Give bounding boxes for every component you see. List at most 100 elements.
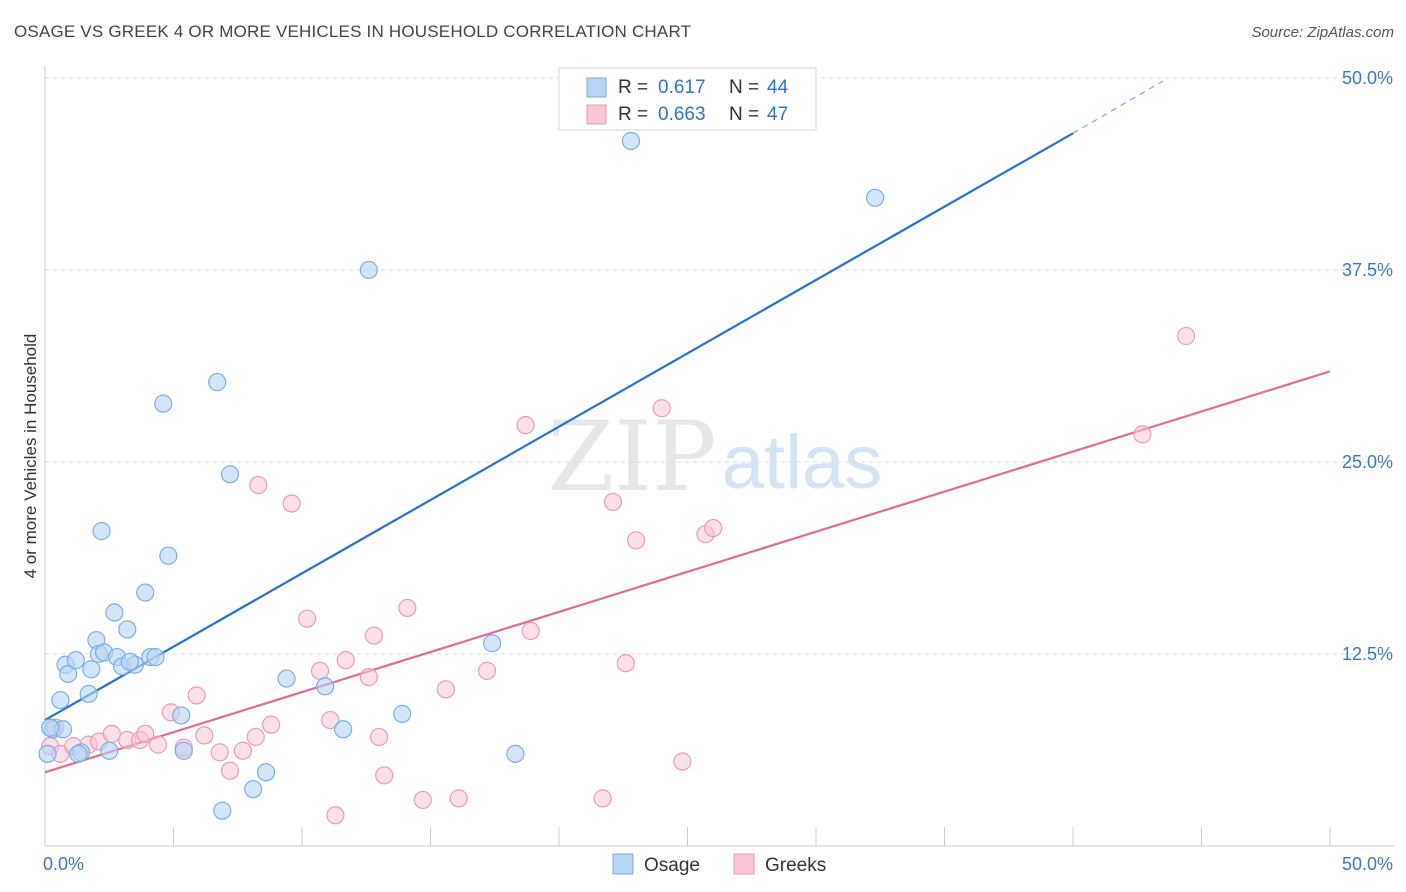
greeks-point-41 xyxy=(626,531,646,550)
greeks-point-21 xyxy=(282,494,301,513)
osage-point-36 xyxy=(483,634,502,653)
greeks-point-46 xyxy=(1176,326,1196,346)
chart-source: Source: ZipAtlas.com xyxy=(1251,24,1394,41)
greeks-point-28 xyxy=(364,626,384,645)
greeks-point-9 xyxy=(136,724,155,743)
greeks-point-30 xyxy=(375,766,394,785)
legend-n-label-osage: N = xyxy=(729,77,759,98)
osage-point-0 xyxy=(38,744,57,763)
greeks-point-6 xyxy=(102,724,121,743)
osage-point-21 xyxy=(146,647,165,667)
legend-n-label-greeks: N = xyxy=(729,104,759,125)
greeks-point-25 xyxy=(326,806,345,825)
y-tick-label-3: 50.0% xyxy=(1342,68,1393,88)
greeks-point-19 xyxy=(249,475,268,495)
greeks-point-14 xyxy=(195,726,214,745)
axes xyxy=(44,66,1394,847)
greeks-point-36 xyxy=(516,416,535,435)
osage-point-37 xyxy=(506,744,525,763)
trend-lines xyxy=(44,80,1331,774)
legend-swatch-osage xyxy=(586,77,607,98)
greeks-point-22 xyxy=(298,609,317,628)
osage-point-14 xyxy=(105,603,124,622)
osage-point-2 xyxy=(51,690,70,710)
osage-point-35 xyxy=(393,704,412,724)
osage-point-26 xyxy=(208,373,227,392)
bottom-legend-label-osage: Osage xyxy=(644,855,700,876)
osage-point-38 xyxy=(621,131,641,151)
osage-point-5 xyxy=(59,664,78,684)
greeks-point-32 xyxy=(413,790,432,810)
greeks-point-10 xyxy=(148,735,168,754)
osage-point-42 xyxy=(120,652,139,671)
legend-r-value-greeks: 0.663 xyxy=(658,104,706,125)
greeks-point-34 xyxy=(449,789,468,808)
watermark-atlas: atlas xyxy=(722,420,883,505)
greeks-point-13 xyxy=(187,686,206,705)
greeks-point-16 xyxy=(220,761,240,780)
osage-point-31 xyxy=(277,669,296,688)
greeks-point-33 xyxy=(436,680,456,699)
greeks-point-45 xyxy=(704,518,723,538)
x-tick-label-1: 50.0% xyxy=(1342,854,1393,874)
osage-point-33 xyxy=(334,720,353,739)
greeks-point-47 xyxy=(1133,425,1152,444)
greeks-point-18 xyxy=(246,727,265,747)
greeks-points xyxy=(41,326,1196,825)
osage-point-22 xyxy=(154,394,173,413)
legend-r-label-greeks: R = xyxy=(618,104,648,125)
greeks-point-43 xyxy=(673,752,692,771)
osage-point-25 xyxy=(174,741,193,760)
greeks-trend-line xyxy=(44,370,1331,774)
greeks-point-39 xyxy=(603,492,623,512)
greeks-point-17 xyxy=(233,741,252,760)
osage-point-6 xyxy=(66,651,85,670)
greeks-point-27 xyxy=(359,667,378,687)
x-tick-labels: 0.0% 50.0% xyxy=(43,854,1393,874)
greeks-point-42 xyxy=(652,399,671,418)
osage-point-28 xyxy=(220,465,240,484)
osage-point-8 xyxy=(79,684,98,704)
legend-r-value-osage: 0.617 xyxy=(658,77,706,98)
osage-point-29 xyxy=(244,780,263,799)
greeks-point-29 xyxy=(370,727,389,747)
greeks-point-26 xyxy=(336,651,355,670)
y-tick-labels: 12.5% 25.0% 37.5% 50.0% xyxy=(1342,68,1393,664)
greeks-point-37 xyxy=(521,621,540,641)
watermark-zip: ZIP xyxy=(547,401,716,513)
grid-lines xyxy=(45,77,1390,655)
osage-point-13 xyxy=(100,741,119,760)
bottom-legend-label-greeks: Greeks xyxy=(765,855,826,876)
osage-point-41 xyxy=(69,744,88,763)
osage-point-39 xyxy=(866,188,885,207)
greeks-point-20 xyxy=(262,715,281,734)
greeks-point-24 xyxy=(321,710,340,730)
x-tick-label-0: 0.0% xyxy=(43,854,84,874)
osage-trend-line xyxy=(44,132,1074,722)
greeks-point-38 xyxy=(593,789,612,808)
osage-point-19 xyxy=(136,583,155,602)
chart-title: OSAGE VS GREEK 4 OR MORE VEHICLES IN HOU… xyxy=(14,22,692,41)
legend-swatch-greeks xyxy=(586,104,607,125)
top-legend: R = 0.617 N = 44 R = 0.663 N = 47 xyxy=(558,67,817,131)
y-axis-label: 4 or more Vehicles in Household xyxy=(21,334,40,579)
greeks-point-35 xyxy=(477,661,497,680)
y-tick-label-0: 12.5% xyxy=(1342,644,1393,664)
osage-point-32 xyxy=(316,677,335,696)
osage-point-30 xyxy=(256,763,276,782)
legend-r-label-osage: R = xyxy=(618,77,648,98)
osage-point-40 xyxy=(41,718,60,737)
bottom-legend-swatch-osage xyxy=(612,853,634,875)
greeks-point-31 xyxy=(398,598,417,618)
osage-points xyxy=(38,131,885,820)
osage-point-34 xyxy=(359,260,378,280)
osage-point-17 xyxy=(118,620,137,639)
greeks-point-15 xyxy=(210,743,229,762)
bottom-legend: Osage Greeks xyxy=(612,853,826,876)
y-tick-label-1: 25.0% xyxy=(1342,452,1393,472)
osage-point-27 xyxy=(213,801,232,820)
legend-n-value-greeks: 47 xyxy=(767,104,788,125)
y-tick-label-2: 37.5% xyxy=(1342,260,1393,280)
osage-point-24 xyxy=(172,706,191,725)
